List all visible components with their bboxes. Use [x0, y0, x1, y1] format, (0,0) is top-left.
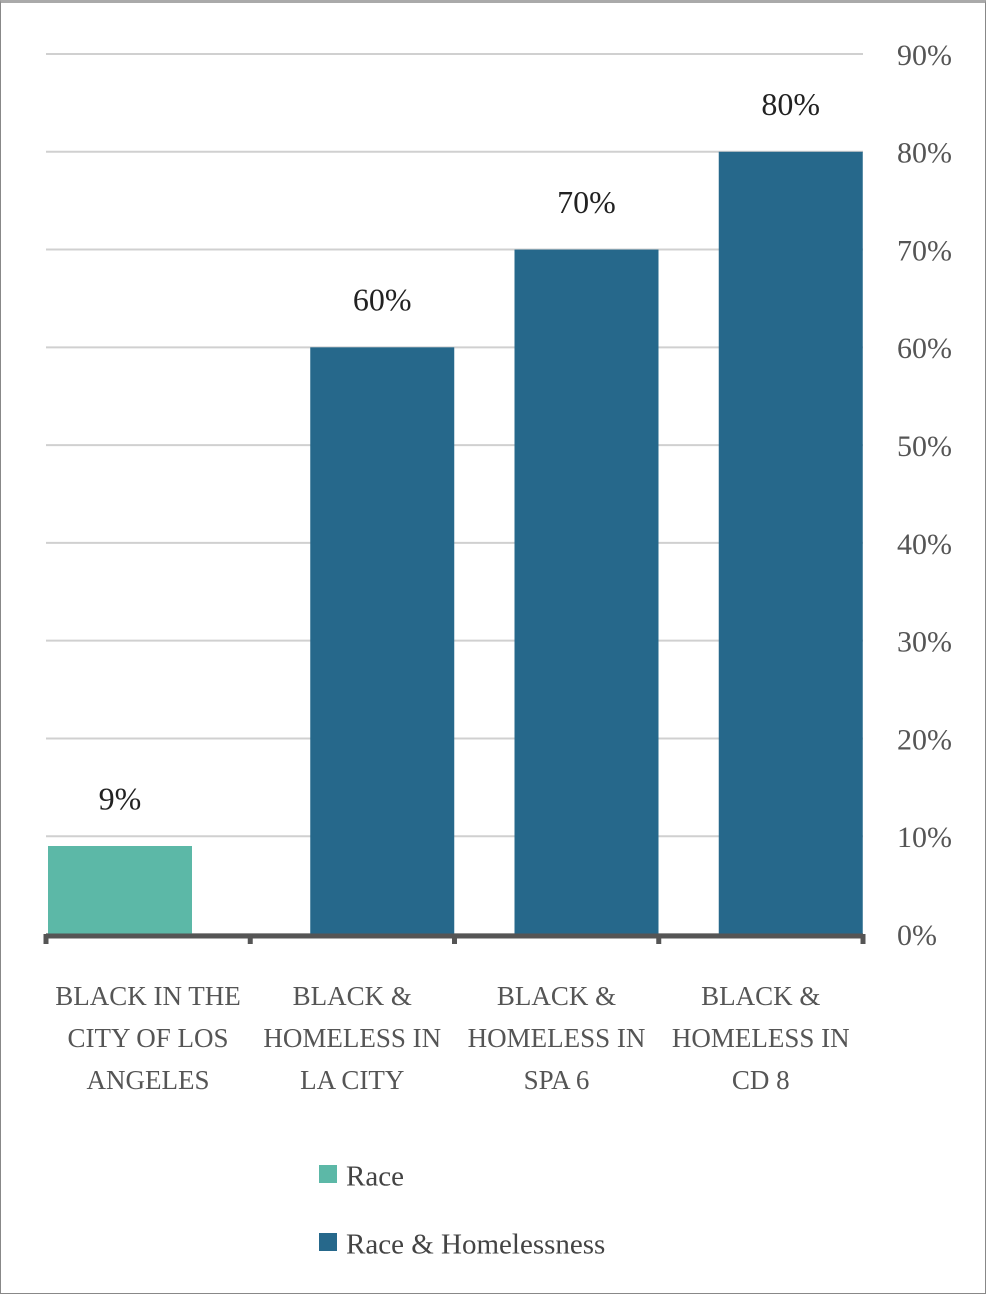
legend-label: Race: [346, 1161, 404, 1193]
y-tick-label: 70%: [897, 234, 952, 267]
value-label: 9%: [99, 780, 142, 816]
legend-swatch: [319, 1165, 337, 1183]
x-tick-label: BLACK & HOMELESS IN LA CITY: [263, 981, 442, 1095]
bar: [310, 347, 455, 934]
x-tick-label: BLACK & HOMELESS IN CD 8: [671, 981, 850, 1095]
y-tick-label: 40%: [897, 528, 952, 561]
y-tick-label: 0%: [897, 919, 937, 952]
legend-label: Race & Homelessness: [346, 1229, 605, 1261]
legend-swatch: [319, 1233, 337, 1251]
chart: 0% 10% 20% 30% 40% 50% 60% 70% 80% 90% 9% 60% 70% 80%…: [43, 39, 952, 1261]
value-label: 70%: [557, 184, 616, 220]
y-tick-label: 50%: [897, 430, 952, 463]
y-tick-label: 30%: [897, 626, 952, 659]
y-tick-label: 90%: [897, 39, 952, 72]
value-label: 60%: [353, 282, 412, 318]
bar: [718, 151, 863, 934]
y-tick-label: 20%: [897, 723, 952, 756]
bar: [48, 846, 192, 934]
y-tick-label: 80%: [897, 137, 952, 170]
y-tick-label: 60%: [897, 332, 952, 365]
x-tick-label: BLACK & HOMELESS IN SPA 6: [467, 981, 646, 1095]
bar: [514, 249, 659, 935]
x-tick-label: BLACK IN THE CITY OF LOS ANGELES: [55, 981, 241, 1095]
y-tick-label: 10%: [897, 821, 952, 854]
value-label: 80%: [761, 86, 820, 122]
